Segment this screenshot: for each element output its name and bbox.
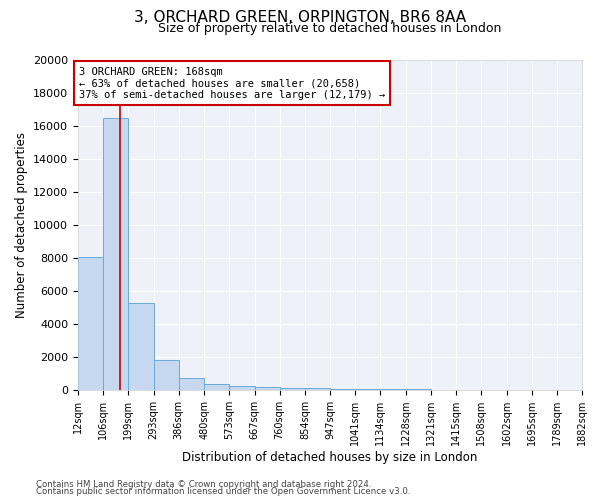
- Bar: [179, 378, 204, 390]
- Y-axis label: Number of detached properties: Number of detached properties: [14, 132, 28, 318]
- Bar: [154, 360, 179, 390]
- Bar: [254, 386, 280, 390]
- Bar: [204, 384, 229, 390]
- Bar: [78, 257, 103, 390]
- Bar: [280, 388, 305, 390]
- Bar: [355, 389, 380, 390]
- Text: Contains public sector information licensed under the Open Government Licence v3: Contains public sector information licen…: [36, 487, 410, 496]
- Bar: [330, 388, 355, 390]
- Bar: [229, 386, 254, 390]
- Text: 3 ORCHARD GREEN: 168sqm
← 63% of detached houses are smaller (20,658)
37% of sem: 3 ORCHARD GREEN: 168sqm ← 63% of detache…: [79, 66, 385, 100]
- Bar: [305, 388, 330, 390]
- X-axis label: Distribution of detached houses by size in London: Distribution of detached houses by size …: [182, 451, 478, 464]
- Text: Contains HM Land Registry data © Crown copyright and database right 2024.: Contains HM Land Registry data © Crown c…: [36, 480, 371, 489]
- Bar: [128, 302, 154, 390]
- Title: Size of property relative to detached houses in London: Size of property relative to detached ho…: [158, 22, 502, 35]
- Text: 3, ORCHARD GREEN, ORPINGTON, BR6 8AA: 3, ORCHARD GREEN, ORPINGTON, BR6 8AA: [134, 10, 466, 25]
- Bar: [103, 118, 128, 390]
- Bar: [380, 389, 406, 390]
